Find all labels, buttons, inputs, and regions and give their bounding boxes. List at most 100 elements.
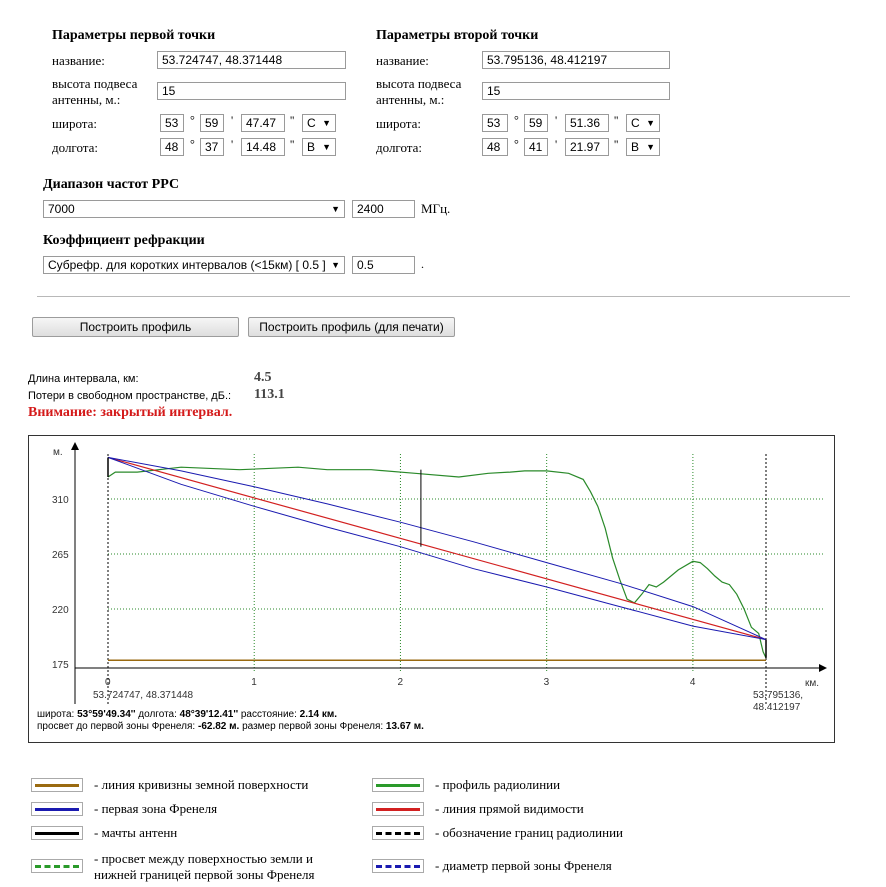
cursor-info-line1: широта: 53°59'49.34'' долгота: 48°39'12.… <box>37 709 337 721</box>
legend-swatch <box>31 859 83 873</box>
build-profile-button[interactable]: Построить профиль <box>32 317 239 337</box>
refraction-select[interactable]: Субрефр. для коротких интервалов (<15км)… <box>43 256 345 274</box>
profile-chart-frame: 17522026531001234м.км.53.724747, 48.3714… <box>28 435 835 743</box>
deg-symbol: ° <box>190 137 195 151</box>
point1-lat-deg-input[interactable]: 53 <box>160 114 184 132</box>
legend-label: - первая зона Френеля <box>94 801 218 816</box>
legend-swatch <box>372 802 424 816</box>
loss-value: 113.1 <box>254 387 285 402</box>
y-tick-label: 175 <box>52 660 69 671</box>
min-symbol: ' <box>555 113 558 127</box>
frequency-band-select[interactable]: 7000 ▼ <box>43 200 345 218</box>
build-profile-print-button[interactable]: Построить профиль (для печати) <box>248 317 455 337</box>
info-lon-label: долгота: <box>135 709 180 720</box>
closed-interval-warning: Внимание: закрытый интервал. <box>28 405 233 420</box>
legend-label: - линия кривизны земной поверхности <box>94 777 309 792</box>
legend-swatch-line <box>376 808 420 811</box>
point1-lon-label: долгота: <box>52 140 98 155</box>
fresnel-lower-series-line <box>107 456 767 641</box>
los-series-line <box>107 456 767 641</box>
point2-lon-min-input[interactable]: 41 <box>524 138 548 156</box>
sec-symbol: '' <box>290 137 295 151</box>
chevron-down-icon: ▼ <box>331 260 340 270</box>
point1-lat-label: широта: <box>52 116 98 131</box>
point2-lat-hemi-select[interactable]: С ▼ <box>626 114 660 132</box>
point1-name-label: название: <box>52 53 105 68</box>
info-lon: 48°39'12.41'' <box>179 709 239 720</box>
sec-symbol: '' <box>614 113 619 127</box>
point1-lat-min-input[interactable]: 59 <box>200 114 224 132</box>
point2-lon-hemi-select[interactable]: В ▼ <box>626 138 660 156</box>
point1-lat-sec-input[interactable]: 47.47 <box>241 114 285 132</box>
info-clear: -62.82 м. <box>197 721 240 732</box>
legend-label: - просвет между поверхностью земли и нижн… <box>94 851 315 882</box>
select-value: В <box>307 140 316 154</box>
info-dist-label: расстояние: <box>238 709 300 720</box>
legend-swatch-line <box>35 784 79 787</box>
point1-lon-hemi-select[interactable]: В ▼ <box>302 138 336 156</box>
point2-lon-label: долгота: <box>376 140 422 155</box>
legend-swatch-line <box>376 865 420 868</box>
select-value: 7000 <box>48 202 75 216</box>
x-axis-arrow <box>819 664 827 672</box>
point1-lon-min-input[interactable]: 37 <box>200 138 224 156</box>
refraction-header: Коэффициент рефракции <box>43 233 205 248</box>
point2-lat-label: широта: <box>376 116 422 131</box>
fresnel-upper-series-line <box>107 456 767 641</box>
point1-lon-sec-input[interactable]: 14.48 <box>241 138 285 156</box>
profile-series-line <box>107 466 767 659</box>
legend-label: - обозначение границ радиолинии <box>435 825 623 840</box>
y-tick-label: 310 <box>52 495 69 506</box>
point2-height-input[interactable]: 15 <box>482 82 670 100</box>
point2-name-label: название: <box>376 53 429 68</box>
select-value: Субрефр. для коротких интервалов (<15км)… <box>48 258 326 272</box>
x-axis-label: км. <box>805 678 819 689</box>
point1-height-label-1: высота подвеса <box>52 76 138 91</box>
point1-name-input[interactable]: 53.724747, 48.371448 <box>157 51 346 69</box>
point2-lon-sec-input[interactable]: 21.97 <box>565 138 609 156</box>
chevron-down-icon: ▼ <box>646 118 655 128</box>
legend-swatch <box>372 778 424 792</box>
refraction-dot: . <box>421 257 424 271</box>
info-clear-label: просвет до первой зоны Френеля: <box>37 721 198 732</box>
point2-name-input[interactable]: 53.795136, 48.412197 <box>482 51 670 69</box>
point2-height-label-1: высота подвеса <box>376 76 462 91</box>
point2-height-label-2: антенны, м.: <box>376 92 445 107</box>
refraction-value-input[interactable]: 0.5 <box>352 256 415 274</box>
point1-lat-hemi-select[interactable]: С ▼ <box>302 114 336 132</box>
point1-lon-deg-input[interactable]: 48 <box>160 138 184 156</box>
info-zone-label: размер первой зоны Френеля: <box>239 721 386 732</box>
select-value: С <box>631 116 640 130</box>
legend-swatch-line <box>376 832 420 835</box>
x-tick-label: 2 <box>397 677 403 688</box>
end-point-label-1: 53.795136, <box>753 690 803 701</box>
legend-swatch-line <box>35 832 79 835</box>
profile-chart[interactable]: 17522026531001234м.км.53.724747, 48.3714… <box>29 436 834 742</box>
start-point-label: 53.724747, 48.371448 <box>93 690 194 701</box>
legend-swatch-line <box>35 808 79 811</box>
legend-label: - профиль радиолинии <box>435 777 561 792</box>
divider <box>37 296 850 297</box>
x-tick-label: 4 <box>690 677 696 688</box>
point2-lat-min-input[interactable]: 59 <box>524 114 548 132</box>
point2-lat-deg-input[interactable]: 53 <box>482 114 508 132</box>
legend-label: - мачты антенн <box>94 825 178 840</box>
sec-symbol: '' <box>614 137 619 151</box>
chevron-down-icon: ▼ <box>322 142 331 152</box>
frequency-unit: МГц. <box>421 201 451 216</box>
deg-symbol: ° <box>514 113 519 127</box>
end-point-label-2: 48.412197 <box>753 702 801 713</box>
loss-label: Потери в свободном пространстве, дБ.: <box>28 390 232 402</box>
frequency-mhz-input[interactable]: 2400 <box>352 200 415 218</box>
point1-height-input[interactable]: 15 <box>157 82 346 100</box>
y-axis-label: м. <box>53 447 63 458</box>
x-tick-label: 1 <box>251 677 257 688</box>
chevron-down-icon: ▼ <box>322 118 331 128</box>
point2-lat-sec-input[interactable]: 51.36 <box>565 114 609 132</box>
point1-height-label-2: антенны, м.: <box>52 92 121 107</box>
length-label: Длина интервала, км: <box>28 373 139 385</box>
x-tick-label: 3 <box>544 677 550 688</box>
info-dist: 2.14 км. <box>299 709 338 720</box>
legend-swatch <box>31 826 83 840</box>
point2-lon-deg-input[interactable]: 48 <box>482 138 508 156</box>
